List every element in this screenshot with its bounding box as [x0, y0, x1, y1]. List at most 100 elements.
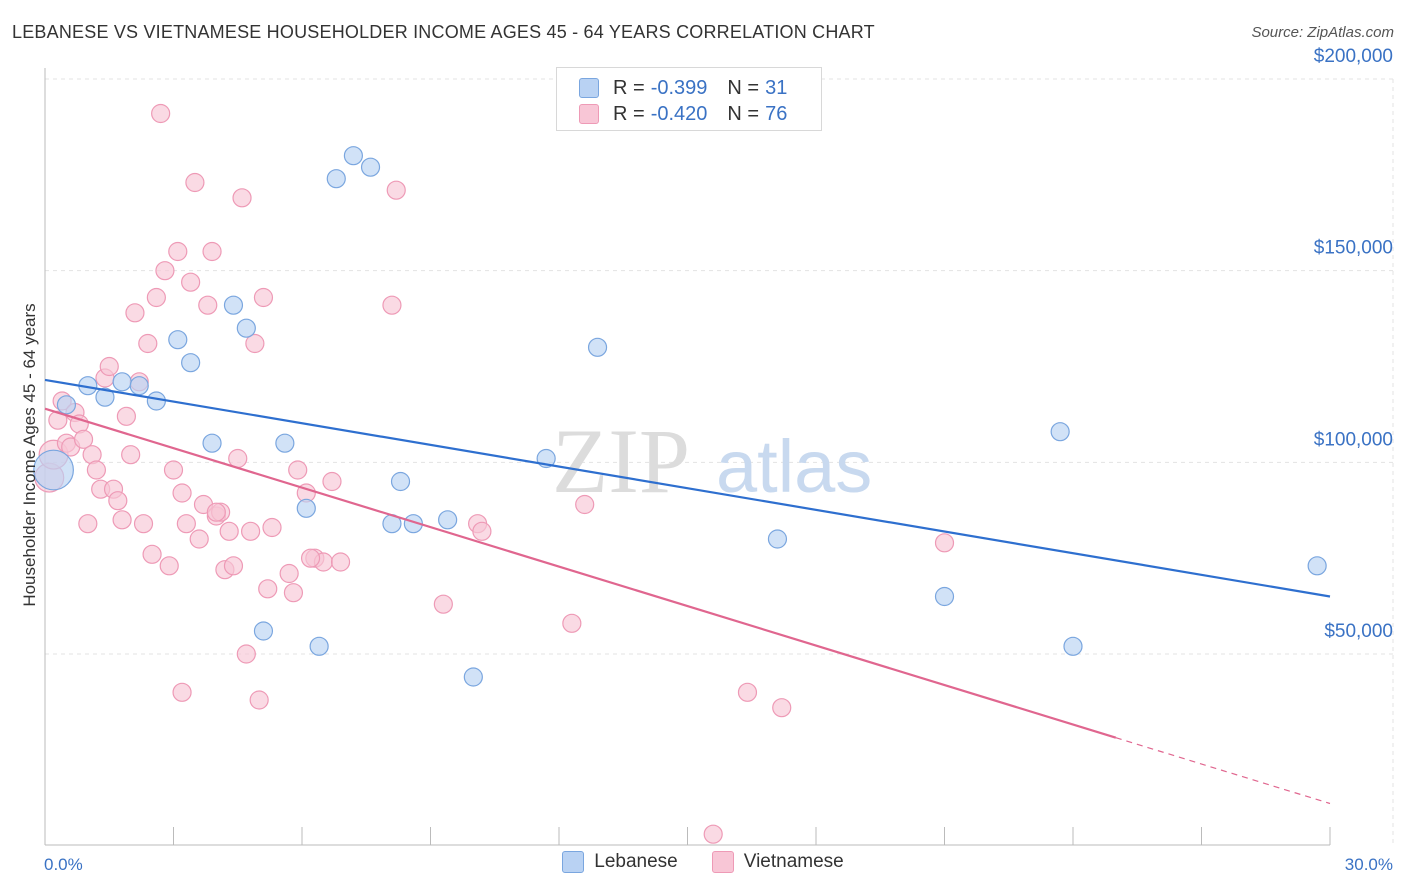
- vietnamese-point: [249, 690, 269, 710]
- lebanese-point: [343, 146, 363, 166]
- n-label: N =: [727, 76, 760, 99]
- vietnamese-point: [146, 287, 166, 308]
- vietnamese-point: [155, 261, 175, 281]
- lebanese-point: [326, 169, 346, 189]
- vietnamese-point: [206, 502, 226, 522]
- lebanese-point: [181, 353, 201, 373]
- watermark: ZIP atlas: [552, 410, 872, 512]
- vietnamese-point: [283, 583, 304, 603]
- lebanese-point: [767, 529, 788, 549]
- vietnamese-point: [189, 529, 209, 549]
- lebanese-point: [95, 387, 115, 407]
- lebanese-point: [309, 636, 329, 656]
- r-label: R =: [613, 76, 645, 99]
- vietnamese-point: [138, 333, 158, 354]
- vietnamese-point: [262, 517, 282, 538]
- vietnamese-point: [562, 613, 582, 633]
- vietnamese-point: [575, 494, 595, 515]
- series-legend: Lebanese Vietnamese: [0, 851, 1406, 873]
- n-value: 76: [765, 102, 788, 125]
- vietnamese-point: [300, 548, 321, 568]
- vietnamese-point: [253, 287, 274, 308]
- lebanese-point: [360, 157, 381, 177]
- vietnamese-point: [86, 460, 107, 480]
- lebanese-point: [168, 330, 188, 350]
- vietnamese-point: [232, 188, 252, 208]
- vietnamese-point: [934, 533, 955, 553]
- vietnamese-point: [703, 824, 723, 844]
- r-label: R =: [613, 102, 645, 125]
- vietnamese-point: [228, 448, 248, 469]
- vietnamese-point: [322, 471, 342, 492]
- vietnamese-point: [73, 429, 94, 449]
- lebanese-point: [934, 586, 955, 607]
- n-label: N =: [727, 102, 760, 125]
- data-points: [33, 103, 1327, 844]
- vietnamese-point: [772, 698, 792, 718]
- lebanese-point: [390, 471, 411, 492]
- vietnamese-trend-extension: [1115, 737, 1331, 805]
- lebanese-point: [253, 621, 274, 641]
- lebanese-point: [202, 433, 222, 453]
- vietnamese-point: [78, 514, 98, 534]
- watermark-zip: ZIP: [552, 410, 690, 512]
- vietnamese-point: [241, 521, 261, 541]
- lebanese-point: [438, 510, 458, 530]
- lebanese-point: [236, 318, 256, 338]
- legend-item-vietnamese: Vietnamese: [711, 851, 844, 873]
- vietnamese-point: [133, 514, 154, 534]
- x-tick-label: 30.0%: [1345, 855, 1393, 874]
- lebanese-trend-line: [44, 378, 1331, 598]
- axes: [44, 68, 1331, 846]
- lebanese-point: [587, 337, 608, 357]
- vietnamese-point: [258, 579, 278, 599]
- vietnamese-point: [172, 483, 192, 503]
- legend-row-vietnamese: R = -0.420 N = 76: [579, 102, 787, 126]
- vietnamese-point: [163, 460, 184, 480]
- y-tick-label: $50,000: [1324, 621, 1393, 642]
- vietnamese-point: [330, 552, 351, 572]
- vietnamese-point: [472, 521, 492, 541]
- n-value: 31: [765, 76, 788, 99]
- lebanese-point: [129, 376, 149, 396]
- lebanese-point: [1063, 636, 1083, 656]
- vietnamese-point: [172, 682, 192, 702]
- lebanese-point: [223, 295, 244, 315]
- vietnamese-point: [108, 491, 128, 511]
- vietnamese-legend-swatch: [711, 851, 734, 873]
- vietnamese-point: [121, 445, 141, 465]
- vietnamese-point: [181, 272, 201, 292]
- vietnamese-point: [116, 406, 136, 426]
- lebanese-point: [112, 372, 132, 392]
- trend-lines: [44, 378, 1331, 805]
- vietnamese-point: [223, 556, 244, 576]
- r-value: -0.399: [650, 76, 708, 99]
- vietnamese-point: [382, 295, 402, 315]
- chart-title: LEBANESE VS VIETNAMESE HOUSEHOLDER INCOM…: [12, 22, 875, 42]
- vietnamese-swatch: [579, 104, 599, 124]
- watermark-atlas: atlas: [716, 425, 872, 508]
- vietnamese-point: [112, 510, 132, 530]
- vietnamese-point: [185, 172, 205, 193]
- vietnamese-point: [737, 682, 758, 702]
- r-value: -0.420: [650, 102, 708, 125]
- lebanese-point: [463, 667, 483, 687]
- y-tick-label: $200,000: [1314, 46, 1393, 67]
- x-tick-label: 0.0%: [44, 855, 83, 874]
- vietnamese-point: [159, 556, 179, 576]
- lebanese-point: [296, 498, 316, 518]
- vietnamese-point: [279, 563, 299, 584]
- legend-label-vietnamese: Vietnamese: [743, 851, 844, 872]
- legend-label-lebanese: Lebanese: [594, 851, 678, 872]
- legend-item-lebanese: Lebanese: [562, 851, 678, 873]
- y-axis-label: Householder Income Ages 45 - 64 years: [20, 303, 39, 606]
- lebanese-point: [33, 449, 74, 491]
- vietnamese-point: [236, 644, 256, 664]
- vietnamese-point: [198, 295, 218, 315]
- lebanese-point: [1307, 556, 1327, 576]
- vietnamese-point: [168, 241, 188, 262]
- axis-labels: Householder Income Ages 45 - 64 years $5…: [20, 46, 1393, 874]
- lebanese-point: [1050, 422, 1070, 442]
- vietnamese-point: [142, 544, 162, 564]
